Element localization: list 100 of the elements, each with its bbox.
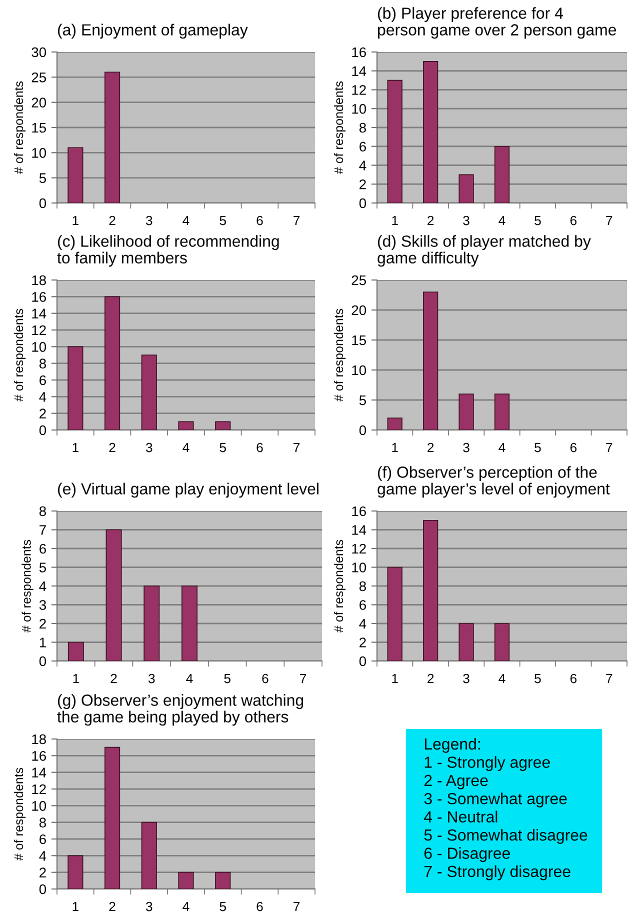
- x-tick-label: 7: [606, 674, 612, 684]
- x-tick-label: 5: [220, 902, 226, 912]
- bar: [387, 566, 402, 661]
- y-tick-label: 2: [360, 638, 366, 648]
- y-tick-label: 0: [39, 884, 46, 894]
- y-tick-label: 6: [40, 375, 46, 386]
- y-tick-label: 16: [32, 751, 46, 761]
- y-tick-label: 20: [352, 305, 366, 316]
- chart-title: (f) Observer’s perception of the game player’s level of enjoyment: [378, 466, 610, 498]
- x-tick-label: 6: [262, 674, 268, 684]
- x-tick-label: 1: [392, 674, 398, 684]
- y-tick-label: 5: [39, 562, 46, 572]
- bar: [182, 586, 198, 661]
- y-tick-label: 6: [360, 142, 366, 152]
- x-tick-label: 1: [392, 216, 398, 226]
- bar: [68, 855, 84, 889]
- y-tick-label: 25: [352, 275, 366, 286]
- y-tick-label: 0: [39, 198, 46, 208]
- y-tick-label: 0: [359, 656, 366, 666]
- bar: [104, 746, 120, 889]
- y-tick-label: 4: [39, 392, 46, 402]
- y-tick-label: 20: [32, 98, 46, 108]
- y-tick-label: 10: [352, 365, 366, 376]
- x-tick-label: 3: [146, 442, 152, 452]
- x-tick-label: 3: [148, 674, 155, 684]
- chart-title: (e) Virtual game play enjoyment level: [58, 482, 318, 498]
- y-tick-label: 12: [32, 784, 46, 794]
- y-axis-title: # of respondents: [22, 540, 34, 632]
- bar: [458, 394, 474, 430]
- y-tick-label: 16: [352, 47, 366, 58]
- y-tick-label: 10: [352, 562, 366, 572]
- bar: [141, 354, 157, 430]
- y-tick-label: 4: [39, 851, 46, 861]
- chart-title: (a) Enjoyment of gameplay: [58, 24, 248, 39]
- x-tick-label: 7: [300, 674, 306, 684]
- y-tick-label: 14: [352, 66, 366, 76]
- bar: [215, 872, 231, 889]
- bar: [144, 586, 160, 661]
- x-tick-label: 7: [606, 442, 612, 452]
- y-axis-title: # of respondents: [14, 308, 26, 402]
- x-tick-label: 2: [109, 442, 116, 452]
- y-tick-label: 16: [352, 506, 366, 516]
- y-axis-title: # of respondents: [334, 81, 346, 174]
- y-tick-label: 10: [352, 104, 366, 114]
- text: 6 - Disagree: [424, 847, 510, 862]
- bar: [68, 346, 84, 430]
- y-axis-title: # of respondents: [334, 540, 346, 632]
- chart-title: (d) Skills of player matched by game difficulty: [378, 235, 591, 267]
- bar: [494, 394, 510, 430]
- y-tick-label: 5: [359, 395, 366, 406]
- x-tick-label: 4: [498, 674, 506, 684]
- x-tick-label: 4: [182, 442, 190, 452]
- y-tick-label: 1: [40, 638, 46, 648]
- text: 7 - Strongly disagree: [424, 865, 570, 880]
- y-tick-label: 16: [32, 292, 46, 302]
- y-tick-label: 10: [32, 801, 46, 811]
- bar: [141, 822, 157, 889]
- y-tick-label: 14: [32, 768, 46, 778]
- x-tick-label: 7: [294, 902, 300, 912]
- x-tick-label: 2: [428, 216, 434, 226]
- bar: [494, 146, 510, 203]
- x-tick-label: 1: [73, 674, 79, 684]
- x-tick-label: 3: [146, 902, 152, 912]
- x-tick-label: 1: [392, 442, 398, 452]
- y-tick-label: 10: [32, 342, 46, 352]
- y-tick-label: 30: [32, 47, 46, 58]
- bar: [423, 292, 438, 430]
- chart-title: (c) Likelihood of recommending to family members: [57, 235, 279, 267]
- x-tick-label: 6: [256, 216, 263, 226]
- y-tick-label: 6: [360, 600, 366, 610]
- y-tick-label: 0: [39, 425, 46, 436]
- y-tick-label: 14: [32, 308, 46, 318]
- y-tick-label: 8: [359, 122, 366, 133]
- x-tick-label: 5: [534, 216, 541, 226]
- text: Legend:: [424, 738, 480, 753]
- bar: [106, 529, 122, 661]
- text: 2 - Agree: [424, 774, 488, 790]
- x-tick-label: 6: [570, 216, 577, 226]
- y-tick-label: 12: [352, 85, 366, 95]
- y-tick-label: 6: [40, 544, 46, 554]
- y-axis-title: # of respondents: [14, 81, 26, 174]
- bar: [178, 421, 194, 430]
- y-tick-label: 8: [39, 818, 46, 828]
- x-tick-label: 1: [72, 442, 78, 452]
- text: 5 - Somewhat disagree: [424, 828, 588, 844]
- y-tick-label: 3: [39, 600, 46, 610]
- x-tick-label: 7: [294, 442, 300, 452]
- y-tick-label: 4: [359, 618, 366, 629]
- bar: [458, 174, 474, 203]
- y-tick-label: 14: [352, 525, 366, 535]
- y-tick-label: 2: [40, 408, 46, 418]
- bar: [104, 296, 120, 430]
- x-tick-label: 2: [428, 442, 434, 452]
- x-tick-label: 4: [182, 216, 190, 226]
- y-tick-label: 0: [359, 425, 366, 436]
- y-tick-label: 0: [359, 198, 366, 208]
- x-tick-label: 6: [256, 442, 263, 452]
- y-tick-label: 8: [39, 358, 46, 369]
- chart-title: (b) Player preference for 4 person game over 2 person game: [378, 7, 616, 39]
- y-tick-label: 4: [359, 160, 366, 170]
